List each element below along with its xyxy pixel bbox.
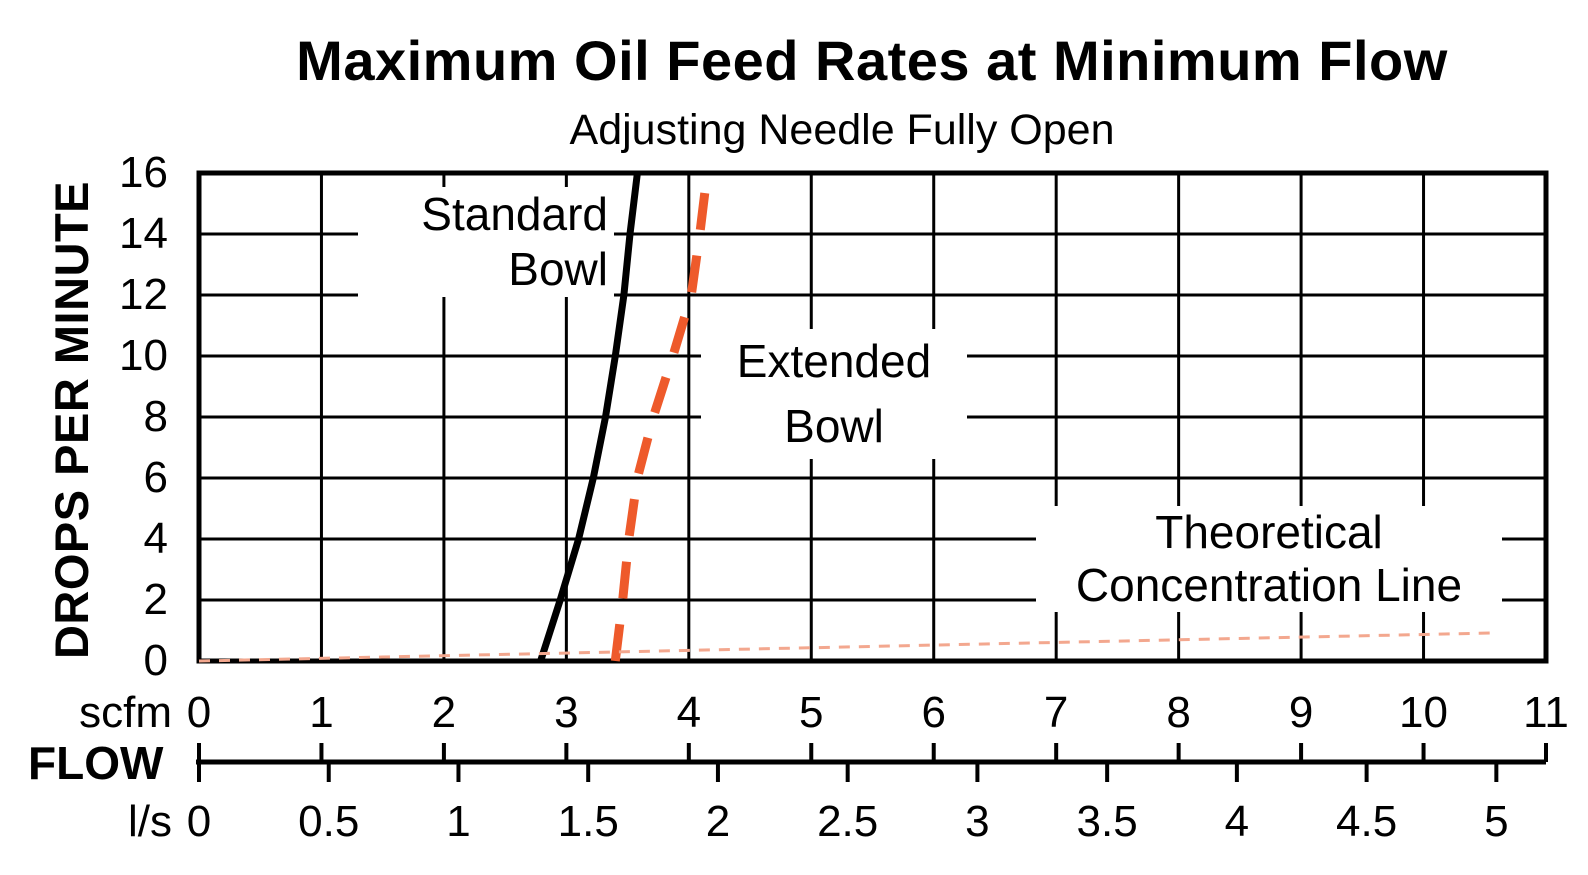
series-label-theoretical-line1: Theoretical <box>1155 506 1383 558</box>
series-label-extended-bowl-line1: Extended <box>736 335 932 387</box>
series-label-standard-bowl-line2: Bowl <box>508 243 608 295</box>
series-label-extended-bowl-line2: Bowl <box>784 400 884 452</box>
series-label-standard-bowl: Standard Bowl <box>358 187 614 297</box>
series-label-theoretical: Theoretical Concentration Line <box>1036 506 1502 612</box>
series-label-theoretical-line2: Concentration Line <box>1075 559 1463 611</box>
series-label-standard-bowl-line1: Standard <box>421 188 608 240</box>
series-label-extended-bowl: Extended Bowl <box>701 329 967 459</box>
